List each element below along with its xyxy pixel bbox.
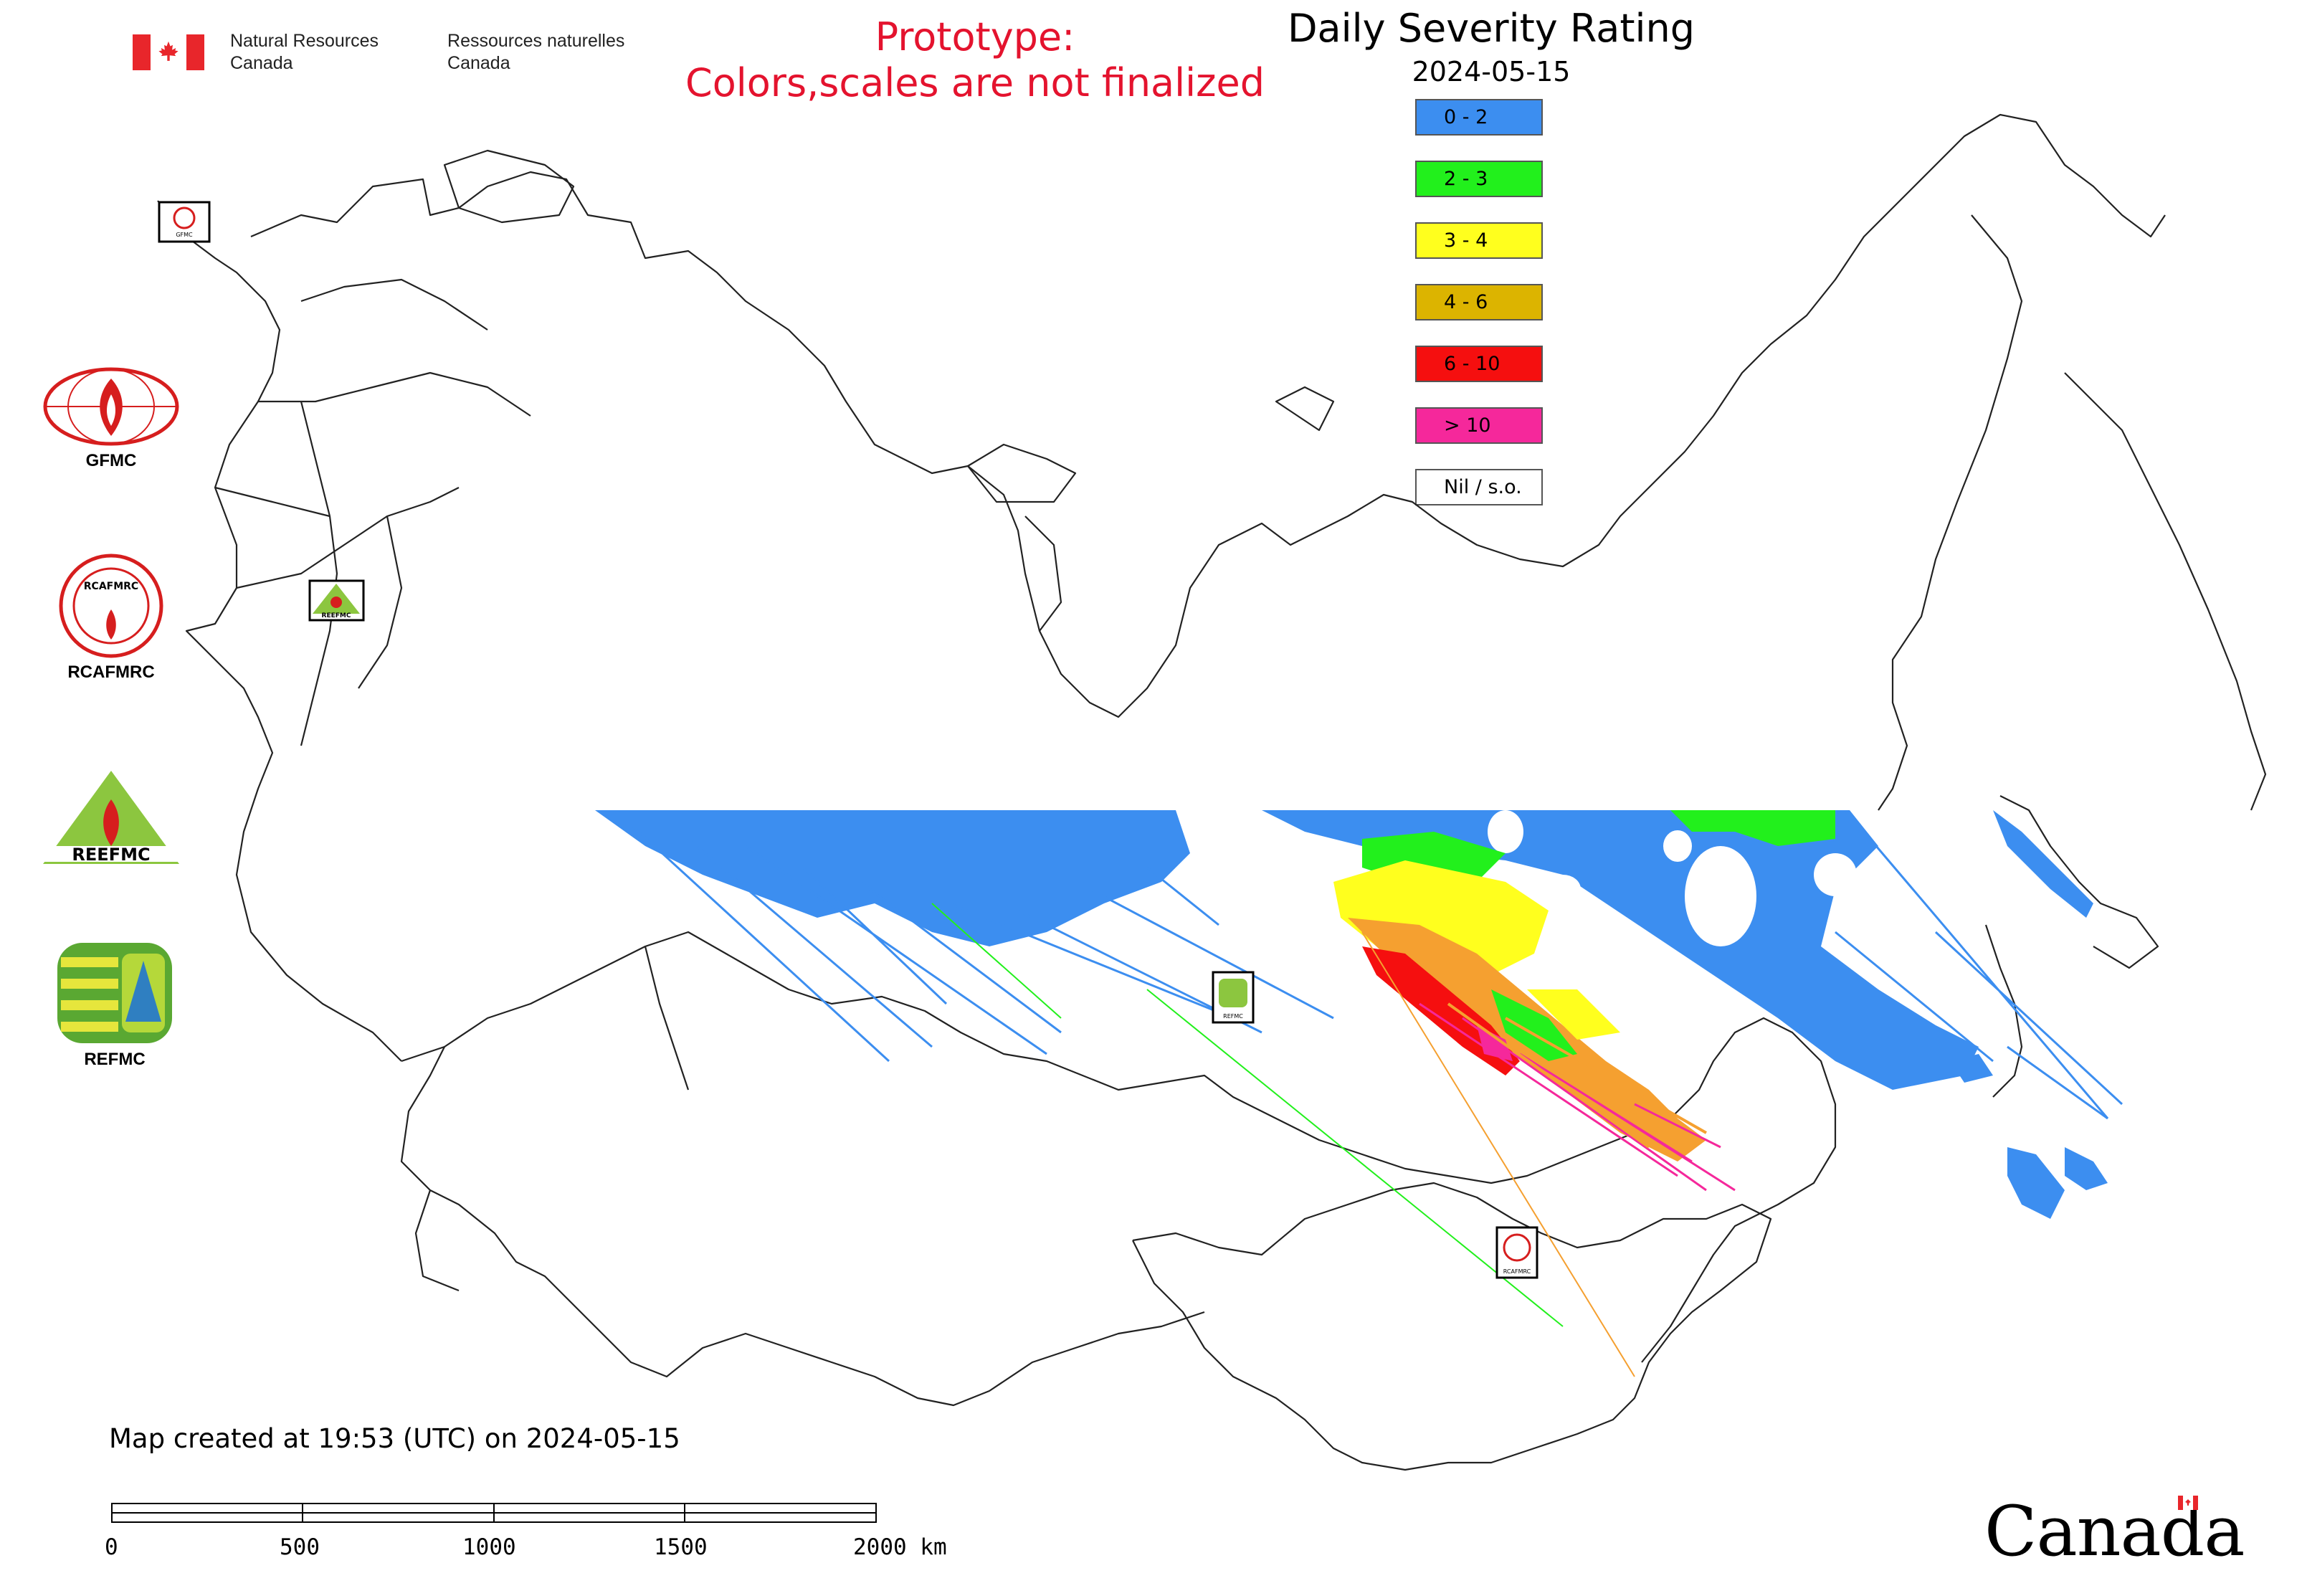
gfmc-marker[interactable]: GFMC [158,201,211,243]
scale-tick: 1500 [654,1534,708,1560]
gfmc-label: GFMC [85,451,137,470]
legend-item: 2 - 3 [1415,161,1543,197]
svg-text:GFMC: GFMC [176,232,193,238]
svg-text:RCAFMRC: RCAFMRC [84,581,138,592]
legend-item: 3 - 4 [1415,222,1543,259]
scale-tick: 1000 [462,1534,516,1560]
nrcan-signature: Natural Resources Canada Ressources natur… [133,27,693,77]
reefmc-marker[interactable]: REEFMC [308,579,365,622]
scale-bar [111,1503,877,1523]
legend-item: 0 - 2 [1415,99,1543,136]
canada-flag-icon [133,34,204,70]
wordmark-flag-icon [2178,1496,2198,1510]
legend-item: Nil / s.o. [1415,469,1543,505]
svg-text:REEFMC: REEFMC [322,612,351,619]
map-title: Daily Severity Rating [1287,6,1695,51]
legend-item: 4 - 6 [1415,284,1543,320]
org-name-en: Natural Resources Canada [230,31,379,73]
canada-wordmark: Canada [1984,1491,2245,1572]
legend-item: > 10 [1415,407,1543,444]
refmc-label: REFMC [84,1050,146,1069]
severity-swath [595,810,2123,1377]
scale-tick: 2000 km [853,1534,947,1560]
svg-text:REFMC: REFMC [1223,1013,1243,1020]
scale-tick: 500 [280,1534,320,1560]
svg-text:RCAFMRC: RCAFMRC [1503,1268,1531,1275]
gfmc-logo: GFMC [39,366,183,471]
scale-tick: 0 [105,1534,118,1560]
country-boundaries [157,113,2267,1471]
legend-item: 6 - 10 [1415,346,1543,382]
created-timestamp: Map created at 19:53 (UTC) on 2024-05-15 [109,1423,680,1454]
svg-text:REEFMC: REEFMC [72,845,150,865]
reefmc-logo: REEFMC [39,767,183,870]
rcafmrc-marker[interactable]: RCAFMRC [1495,1226,1538,1279]
refmc-marker[interactable]: REFMC [1212,971,1255,1024]
rcafmrc-logo: RCAFMRC RCAFMRC [39,552,183,683]
map-date: 2024-05-15 [1412,56,1571,87]
refmc-logo: REFMC [43,939,186,1070]
rcafmrc-label: RCAFMRC [67,662,155,682]
prototype-notice: Prototype: Colors,scales are not finaliz… [685,14,1265,105]
org-name-fr: Ressources naturelles Canada [447,31,625,73]
